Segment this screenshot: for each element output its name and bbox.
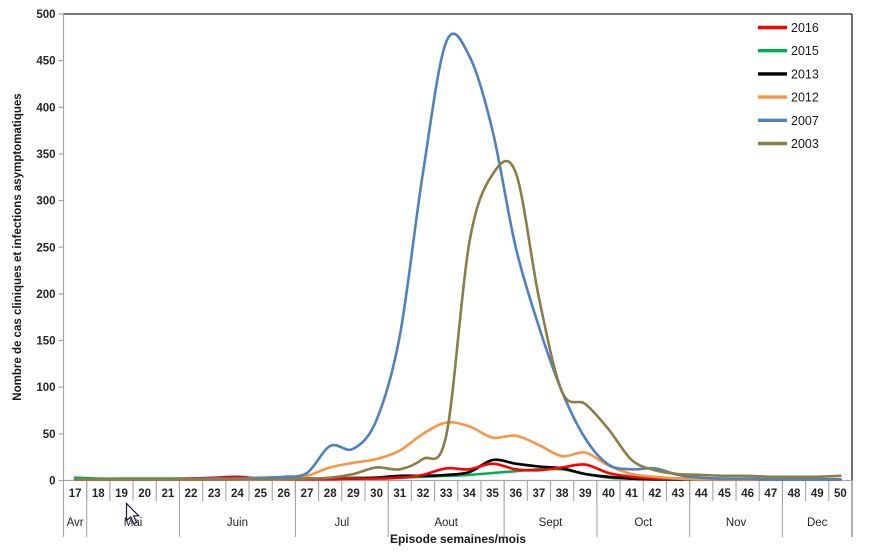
mouse-cursor [125,502,141,525]
week-label: 18 [92,488,105,500]
y-tick-label: 0 [49,476,55,488]
y-tick-label: 250 [36,242,55,254]
month-label: Juin [227,517,248,529]
x-axis-title: Episode semaines/mois [389,532,527,546]
legend-item-2015: 2015 [758,44,819,58]
y-tick-label: 50 [43,429,56,441]
y-axis-title: Nombre de cas cliniques et infections as… [12,93,24,401]
week-label: 36 [509,488,522,500]
week-label: 49 [811,488,824,500]
week-label: 31 [393,488,406,500]
week-label: 40 [602,488,615,500]
week-label: 38 [556,488,569,500]
month-label: Avr [67,517,84,529]
week-label: 23 [208,488,221,500]
week-label: 43 [672,488,685,500]
week-label: 29 [347,488,360,500]
y-tick-label: 500 [36,9,55,21]
week-label: 26 [277,488,290,500]
legend-item-2007: 2007 [758,114,819,128]
legend-item-2003: 2003 [758,137,819,151]
legend-item-2012: 2012 [758,91,819,105]
legend-label: 2015 [791,44,819,58]
week-label: 32 [417,488,430,500]
week-label: 24 [231,488,244,500]
month-label: Dec [807,517,828,529]
week-label: 35 [486,488,499,500]
week-label: 45 [718,488,731,500]
week-label: 22 [185,488,198,500]
week-label: 41 [625,488,638,500]
y-tick-label: 350 [36,149,55,161]
legend-label: 2016 [791,21,819,35]
week-label: 42 [648,488,661,500]
month-label: Sept [539,517,563,529]
legend-item-2016: 2016 [758,21,819,35]
week-label: 27 [301,488,314,500]
month-label: Jul [334,517,349,529]
legend-label: 2013 [791,67,819,81]
week-label: 48 [788,488,801,500]
week-label: 33 [440,488,453,500]
week-label: 39 [579,488,592,500]
legend-label: 2007 [791,114,819,128]
month-label: Oct [634,517,653,529]
y-tick-label: 200 [36,289,55,301]
month-label: Aout [434,517,458,529]
week-label: 25 [254,488,267,500]
week-label: 34 [463,488,476,500]
y-tick-label: 100 [36,382,55,394]
week-label: 44 [695,488,708,500]
y-tick-label: 300 [36,196,55,208]
series-line-2007 [73,32,842,481]
week-label: 20 [138,488,151,500]
series-line-2003 [73,159,842,481]
week-label: 47 [764,488,777,500]
legend-label: 2003 [791,137,819,151]
week-label: 46 [741,488,754,500]
legend-item-2013: 2013 [758,67,819,81]
week-label: 30 [370,488,383,500]
y-tick-label: 400 [36,102,55,114]
y-tick-label: 150 [36,336,55,348]
legend-label: 2012 [791,91,819,105]
week-label: 21 [161,488,174,500]
month-label: Nov [726,517,747,529]
week-label: 19 [115,488,128,500]
week-label: 50 [834,488,847,500]
week-label: 37 [533,488,546,500]
y-tick-label: 450 [36,56,55,68]
series-line-2012 [73,421,842,481]
week-label: 28 [324,488,337,500]
week-label: 17 [69,488,82,500]
